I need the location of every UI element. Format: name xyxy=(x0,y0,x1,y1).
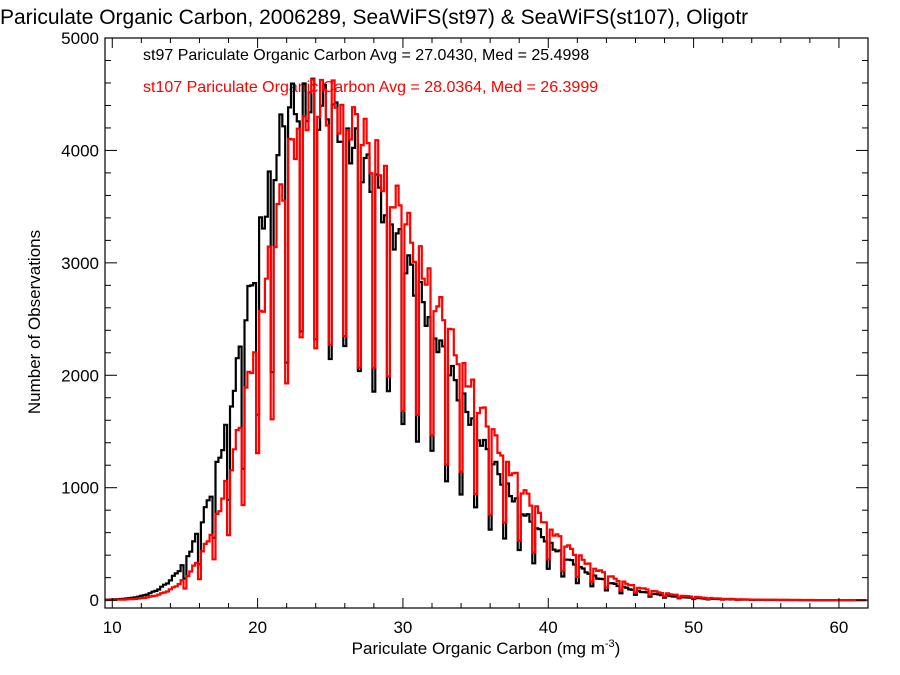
y-tick-label: 0 xyxy=(90,591,99,610)
legend-entry-st107: st107 Pariculate Organic Carbon Avg = 28… xyxy=(143,79,598,96)
x-tick-label: 60 xyxy=(829,618,848,637)
y-tick-label: 2000 xyxy=(61,366,99,385)
legend: st97 Pariculate Organic Carbon Avg = 27.… xyxy=(143,47,598,96)
x-axis-title-close: ) xyxy=(615,639,621,658)
y-axis-title: Number of Observations xyxy=(25,230,44,414)
series-layer xyxy=(105,77,867,602)
x-axis-title: Pariculate Organic Carbon (mg m-3) xyxy=(352,638,621,658)
y-tick-label: 4000 xyxy=(61,141,99,160)
chart-title: Pariculate Organic Carbon, 2006289, SeaW… xyxy=(0,6,748,29)
tick-layer: 10 20 30 40 50 60 0 1000 2000 3000 4000 5000 xyxy=(61,29,869,637)
x-tick-label: 50 xyxy=(684,618,703,637)
x-axis-title-sup: -3 xyxy=(605,638,615,650)
y-tick-label: 1000 xyxy=(61,479,99,498)
x-tick-label: 40 xyxy=(539,618,558,637)
y-tick-label: 3000 xyxy=(61,254,99,273)
x-tick-label: 20 xyxy=(248,618,267,637)
x-tick-label: 10 xyxy=(103,618,122,637)
plot-frame xyxy=(104,37,869,609)
legend-entry-st97: st97 Pariculate Organic Carbon Avg = 27.… xyxy=(143,47,589,64)
x-axis-title-main: Pariculate Organic Carbon (mg m xyxy=(352,639,605,658)
y-tick-label: 5000 xyxy=(61,29,99,48)
series-st107-line xyxy=(105,78,867,602)
series-st97-line xyxy=(105,77,867,602)
x-tick-label: 30 xyxy=(393,618,412,637)
